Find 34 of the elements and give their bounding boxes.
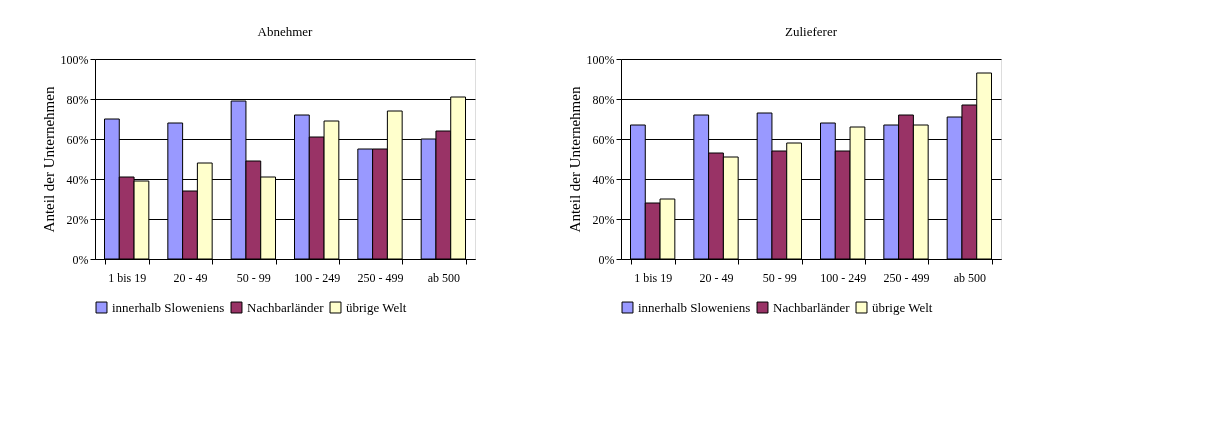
x-tick-label: 100 - 249 — [294, 270, 341, 285]
y-axis-title: Anteil der Unternehmen — [40, 86, 57, 233]
legend-label: übrige Welt — [872, 299, 933, 315]
x-tick-label: 20 - 49 — [699, 270, 734, 285]
y-tick-label: 60% — [592, 132, 615, 147]
y-tick-label: 40% — [592, 172, 615, 187]
legend-label: innerhalb Sloweniens — [638, 299, 751, 315]
x-tick-label: ab 500 — [953, 270, 986, 285]
y-tick-label: 100% — [586, 52, 615, 67]
x-tick-label: 20 - 49 — [173, 270, 208, 285]
chart-title: Zulieferer — [785, 24, 838, 39]
x-tick-label: 50 - 99 — [236, 270, 271, 285]
x-tick-label: 250 - 499 — [883, 270, 930, 285]
y-tick-label: 100% — [60, 52, 89, 67]
chart-title: Abnehmer — [257, 24, 314, 39]
y-axis-title: Anteil der Unternehmen — [566, 86, 583, 233]
y-tick-label: 0% — [72, 252, 89, 267]
legend-label: innerhalb Sloweniens — [112, 299, 225, 315]
y-tick-label: 80% — [66, 92, 89, 107]
legend-label: übrige Welt — [346, 299, 407, 315]
y-tick-label: 20% — [66, 212, 89, 227]
legend-label: Nachbarländer — [773, 299, 851, 315]
legend-label: Nachbarländer — [247, 299, 325, 315]
x-tick-label: ab 500 — [427, 270, 460, 285]
y-tick-label: 80% — [592, 92, 615, 107]
y-tick-label: 60% — [66, 132, 89, 147]
x-tick-label: 1 bis 19 — [108, 270, 147, 285]
x-tick-label: 1 bis 19 — [634, 270, 673, 285]
y-tick-label: 0% — [598, 252, 615, 267]
x-tick-label: 100 - 249 — [820, 270, 867, 285]
x-tick-label: 50 - 99 — [762, 270, 797, 285]
y-tick-label: 40% — [66, 172, 89, 187]
x-tick-label: 250 - 499 — [357, 270, 404, 285]
y-tick-label: 20% — [592, 212, 615, 227]
